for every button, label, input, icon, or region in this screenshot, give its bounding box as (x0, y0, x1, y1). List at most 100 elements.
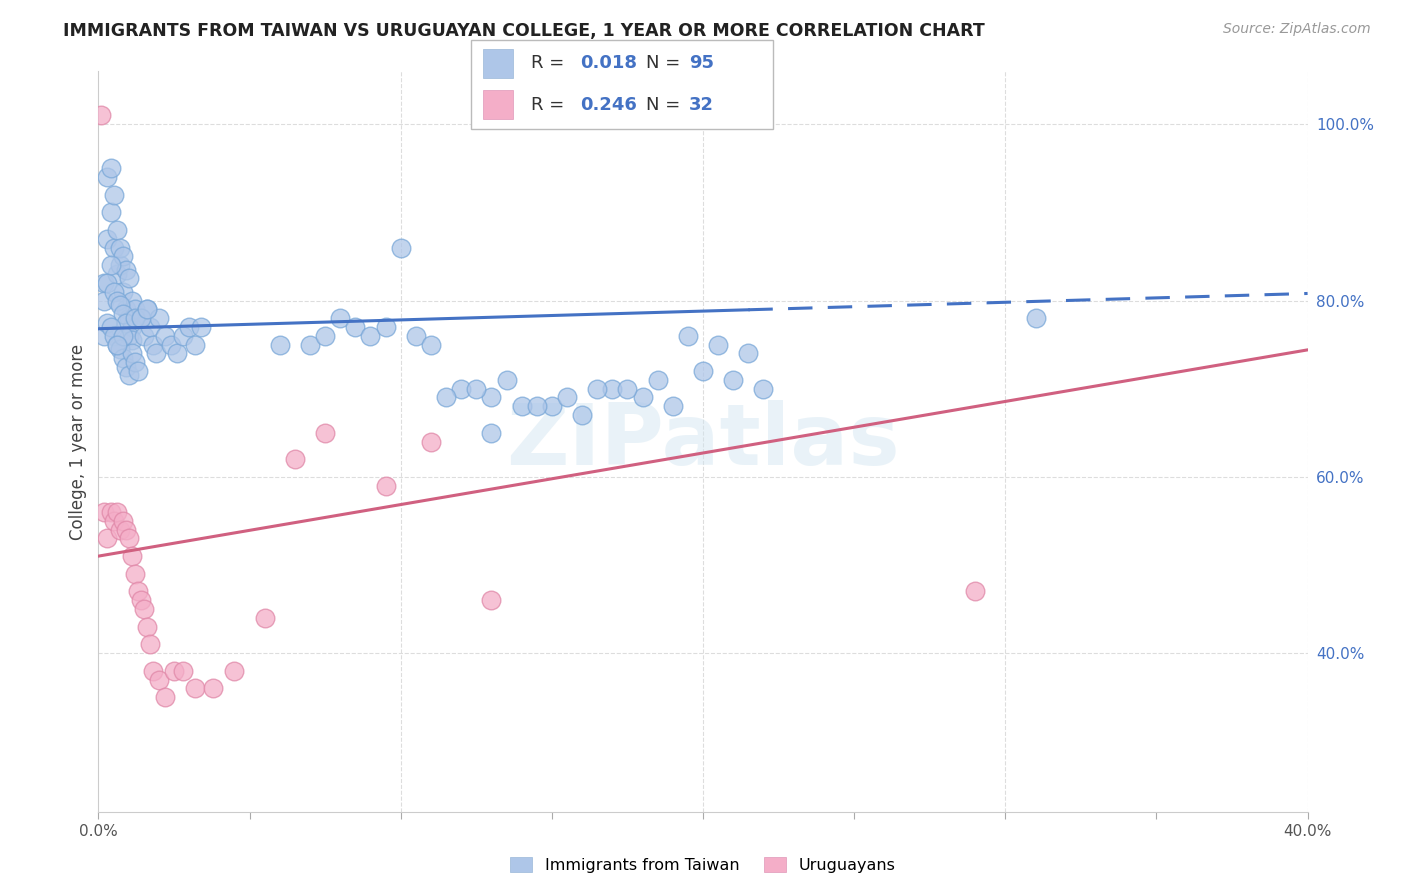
Point (202, 681, 225, 696)
Point (111, 250, 134, 264)
Point (96, 232, 118, 246)
Point (114, 302, 136, 317)
Point (100, 205, 122, 219)
Point (314, 425, 336, 440)
Point (103, 187, 125, 202)
Point (105, 505, 128, 519)
Point (160, 337, 183, 351)
Point (96, 532, 118, 546)
Point (344, 320, 367, 334)
Point (692, 364, 714, 378)
Point (132, 328, 155, 343)
Point (420, 434, 443, 449)
Point (481, 391, 503, 405)
Point (184, 681, 207, 696)
Point (114, 523, 136, 537)
Point (555, 391, 578, 405)
Point (118, 311, 141, 326)
Point (495, 373, 517, 387)
Point (148, 673, 170, 687)
Point (510, 399, 533, 413)
Point (121, 549, 143, 563)
Point (103, 514, 125, 528)
Bar (484, 49, 513, 78)
Point (93, 276, 115, 290)
Point (139, 637, 162, 651)
Point (103, 328, 125, 343)
Point (135, 619, 157, 633)
Text: 32: 32 (689, 96, 714, 114)
Point (676, 328, 699, 343)
Text: 0.246: 0.246 (579, 96, 637, 114)
Bar (484, 90, 513, 119)
Point (111, 285, 134, 299)
Point (103, 241, 125, 255)
Point (108, 523, 131, 537)
Point (420, 337, 443, 351)
Point (153, 690, 176, 705)
Text: IMMIGRANTS FROM TAIWAN VS URUGUAYAN COLLEGE, 1 YEAR OR MORE CORRELATION CHART: IMMIGRANTS FROM TAIWAN VS URUGUAYAN COLL… (63, 22, 986, 40)
Point (389, 241, 412, 255)
Point (405, 328, 427, 343)
Point (602, 382, 624, 396)
Point (135, 302, 157, 317)
Point (111, 351, 134, 365)
Point (132, 602, 155, 616)
Text: 0.018: 0.018 (579, 54, 637, 72)
Point (965, 584, 987, 599)
Point (481, 593, 503, 607)
Point (465, 382, 488, 396)
Point (172, 328, 194, 343)
Point (148, 311, 170, 326)
Point (616, 382, 638, 396)
Point (269, 337, 291, 351)
Point (481, 425, 503, 440)
Point (121, 346, 143, 360)
Point (114, 359, 136, 374)
Point (526, 399, 548, 413)
Point (172, 664, 194, 678)
Point (127, 364, 149, 378)
Point (329, 311, 352, 326)
Point (105, 223, 128, 237)
Point (190, 320, 212, 334)
Point (184, 337, 207, 351)
Point (124, 311, 146, 326)
Point (118, 271, 141, 285)
Point (118, 328, 141, 343)
Point (129, 311, 152, 326)
Point (105, 293, 128, 308)
Point (100, 258, 122, 272)
Point (145, 346, 167, 360)
Point (121, 293, 143, 308)
Point (1024, 311, 1046, 326)
Point (118, 368, 141, 383)
Point (93, 293, 115, 308)
Point (124, 302, 146, 317)
Point (284, 452, 307, 467)
Text: N =: N = (647, 96, 686, 114)
Point (100, 161, 122, 176)
Point (299, 337, 322, 351)
Point (314, 328, 336, 343)
Point (153, 328, 176, 343)
Point (540, 399, 562, 413)
Point (93, 505, 115, 519)
Y-axis label: College, 1 year or more: College, 1 year or more (69, 343, 87, 540)
Text: Source: ZipAtlas.com: Source: ZipAtlas.com (1223, 22, 1371, 37)
Point (374, 320, 396, 334)
Point (647, 373, 669, 387)
Point (224, 664, 246, 678)
FancyBboxPatch shape (471, 40, 773, 129)
Point (100, 320, 122, 334)
Point (96, 276, 118, 290)
Point (111, 307, 134, 321)
Text: 95: 95 (689, 54, 714, 72)
Point (124, 355, 146, 369)
Point (631, 391, 654, 405)
Point (96, 170, 118, 185)
Point (586, 382, 609, 396)
Point (93, 328, 115, 343)
Point (100, 505, 122, 519)
Point (105, 337, 128, 351)
